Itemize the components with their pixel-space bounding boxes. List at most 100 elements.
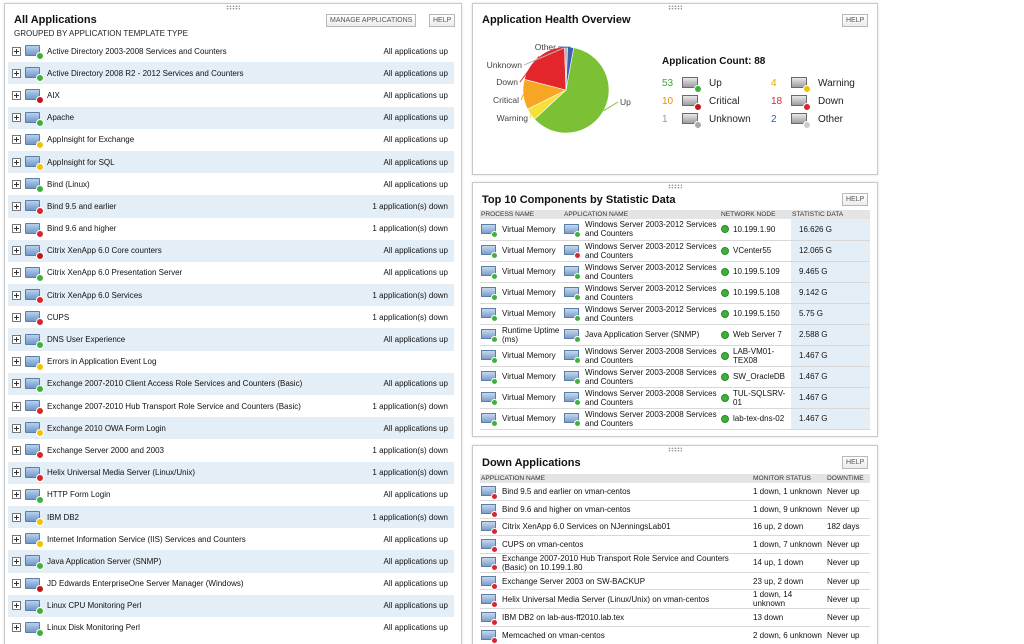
application-name[interactable]: Windows Server 2003-2012 Services and Co… bbox=[585, 220, 717, 239]
expand-icon[interactable] bbox=[12, 290, 21, 300]
application-row[interactable]: Bind 9.6 and higher 1 application(s) down bbox=[8, 218, 454, 240]
application-name[interactable]: Apache bbox=[47, 113, 75, 123]
expand-icon[interactable] bbox=[12, 135, 21, 145]
expand-icon[interactable] bbox=[12, 68, 21, 78]
process-name[interactable]: Virtual Memory bbox=[502, 372, 556, 381]
application-name[interactable]: AIX bbox=[47, 90, 60, 100]
application-name[interactable]: AppInsight for Exchange bbox=[47, 135, 135, 145]
application-name[interactable]: IBM DB2 bbox=[47, 512, 80, 522]
application-row[interactable]: Apache All applications up bbox=[8, 106, 454, 129]
application-row[interactable]: AppInsight for SQL All applications up bbox=[8, 150, 454, 174]
process-name[interactable]: Virtual Memory bbox=[502, 351, 556, 360]
application-row[interactable]: AIX All applications up bbox=[8, 84, 454, 106]
application-name[interactable]: Linux Disk Monitoring Perl bbox=[47, 623, 140, 633]
application-name[interactable]: Active Directory 2008 R2 - 2012 Services… bbox=[47, 68, 244, 78]
process-name[interactable]: Virtual Memory bbox=[502, 224, 556, 234]
application-name[interactable]: Memcached on vman-centos bbox=[502, 630, 605, 640]
process-name[interactable]: Virtual Memory bbox=[502, 246, 556, 255]
process-name[interactable]: Virtual Memory bbox=[502, 393, 556, 402]
application-name[interactable]: Bind (Linux) bbox=[47, 179, 90, 189]
column-header[interactable]: DOWNTIME bbox=[826, 474, 870, 483]
process-name[interactable]: Runtime Uptime (ms) bbox=[502, 325, 560, 344]
expand-icon[interactable] bbox=[12, 179, 21, 189]
process-name[interactable]: Virtual Memory bbox=[502, 414, 556, 423]
help-button[interactable]: HELP bbox=[842, 193, 869, 206]
application-name[interactable]: CUPS bbox=[47, 312, 70, 322]
help-button[interactable]: HELP bbox=[429, 14, 456, 27]
application-name[interactable]: AppInsight for SQL bbox=[47, 157, 115, 167]
process-name[interactable]: Virtual Memory bbox=[502, 288, 556, 297]
application-name[interactable]: Citrix XenApp 6.0 Services bbox=[47, 290, 143, 300]
application-name[interactable]: Exchange Server 2000 and 2003 bbox=[47, 445, 164, 455]
application-name[interactable]: JD Edwards EnterpriseOne Server Manager … bbox=[47, 579, 244, 589]
application-name[interactable]: HTTP Form Login bbox=[47, 490, 111, 500]
expand-icon[interactable] bbox=[12, 246, 21, 256]
network-node[interactable]: Web Server 7 bbox=[733, 330, 782, 339]
network-node[interactable]: VCenter55 bbox=[733, 246, 772, 255]
application-name[interactable]: Exchange 2007-2010 Hub Transport Role Se… bbox=[47, 401, 301, 411]
application-row[interactable]: Errors in Application Event Log bbox=[8, 351, 454, 373]
legend-item-oth[interactable]: 2 Other bbox=[771, 113, 843, 129]
expand-icon[interactable] bbox=[12, 601, 21, 611]
application-row[interactable]: HTTP Form Login All applications up bbox=[8, 484, 454, 506]
column-header[interactable]: APPLICATION NAME bbox=[480, 474, 752, 483]
application-name[interactable]: Citrix XenApp 6.0 Core counters bbox=[47, 246, 162, 256]
legend-item-warn[interactable]: 4 Warning bbox=[771, 77, 855, 93]
application-row[interactable]: Citrix XenApp 6.0 Services 1 application(… bbox=[8, 284, 454, 307]
application-name[interactable]: Windows Server 2003-2012 Services and Co… bbox=[585, 241, 717, 260]
application-name[interactable]: Windows Server 2003-2012 Services and Co… bbox=[585, 283, 717, 302]
column-header[interactable]: NETWORK NODE bbox=[720, 210, 791, 219]
application-name[interactable]: Citrix XenApp 6.0 Services on NJenningsL… bbox=[502, 522, 671, 532]
legend-item-up[interactable]: 53 Up bbox=[662, 77, 722, 93]
column-header[interactable]: PROCESS NAME bbox=[480, 210, 563, 219]
application-name[interactable]: Windows Server 2003-2008 Services and Co… bbox=[585, 367, 717, 386]
application-name[interactable]: IBM DB2 on lab-aus-ff2010.lab.tex bbox=[502, 613, 625, 623]
application-row[interactable]: Exchange 2007-2010 Hub Transport Role Se… bbox=[8, 395, 454, 417]
pie-slice-up[interactable] bbox=[534, 47, 610, 134]
application-row[interactable]: Exchange 2010 OWA Form Login All applicat… bbox=[8, 417, 454, 440]
process-name[interactable]: Virtual Memory bbox=[502, 267, 556, 276]
application-row[interactable]: Linux Disk Monitoring Perl All applicatio… bbox=[8, 617, 454, 639]
application-row[interactable]: JD Edwards EnterpriseOne Server Manager … bbox=[8, 573, 454, 595]
application-name[interactable]: Active Directory 2003-2008 Services and … bbox=[47, 46, 227, 56]
legend-item-down[interactable]: 18 Down bbox=[771, 95, 844, 111]
network-node[interactable]: lab-tex-dns-02 bbox=[733, 414, 785, 423]
application-name[interactable]: Citrix XenApp 6.0 Presentation Server bbox=[47, 268, 183, 278]
expand-icon[interactable] bbox=[12, 556, 21, 566]
help-button[interactable]: HELP bbox=[842, 14, 869, 27]
expand-icon[interactable] bbox=[12, 357, 21, 367]
network-node[interactable]: 10.199.1.90 bbox=[733, 224, 776, 234]
application-row[interactable]: IBM DB2 1 application(s) down bbox=[8, 505, 454, 529]
application-row[interactable]: CUPS 1 application(s) down bbox=[8, 306, 454, 328]
application-name[interactable]: Bind 9.5 and earlier on vman-centos bbox=[502, 487, 631, 497]
application-row[interactable]: Java Application Server (SNMP) All applic… bbox=[8, 550, 454, 573]
application-name[interactable]: Windows Server 2003-2012 Services and Co… bbox=[585, 262, 717, 281]
application-name[interactable]: Exchange Server 2003 on SW-BACKUP bbox=[502, 576, 646, 586]
application-row[interactable]: Bind (Linux) All applications up bbox=[8, 173, 454, 195]
application-row[interactable]: Helix Universal Media Server (Linux/Unix… bbox=[8, 461, 454, 484]
expand-icon[interactable] bbox=[12, 335, 21, 345]
legend-item-unk[interactable]: 1 Unknown bbox=[662, 113, 751, 129]
application-row[interactable]: Citrix XenApp 6.0 Core counters All appli… bbox=[8, 239, 454, 262]
process-name[interactable]: Virtual Memory bbox=[502, 309, 556, 318]
network-node[interactable]: 10.199.5.108 bbox=[733, 288, 780, 297]
network-node[interactable]: 10.199.5.150 bbox=[733, 309, 780, 318]
application-name[interactable]: Internet Information Service (IIS) Servi… bbox=[47, 534, 246, 544]
application-name[interactable]: Windows Server 2003-2012 Services and Co… bbox=[585, 304, 717, 323]
expand-icon[interactable] bbox=[12, 490, 21, 500]
network-node[interactable]: TUL-SQLSRV-01 bbox=[733, 388, 786, 407]
expand-icon[interactable] bbox=[12, 113, 21, 123]
expand-icon[interactable] bbox=[12, 401, 21, 411]
application-name[interactable]: Java Application Server (SNMP) bbox=[47, 556, 162, 566]
application-row[interactable]: AppInsight for Exchange All applications … bbox=[8, 129, 454, 151]
network-node[interactable]: SW_OracleDB bbox=[733, 372, 786, 381]
manage-applications-button[interactable]: MANAGE APPLICATIONS bbox=[326, 14, 417, 27]
network-node[interactable]: LAB-VM01-TEX08 bbox=[733, 346, 775, 365]
expand-icon[interactable] bbox=[12, 90, 21, 100]
application-row[interactable]: DNS User Experience All applications up bbox=[8, 328, 454, 351]
application-name[interactable]: Linux CPU Monitoring Perl bbox=[47, 601, 142, 611]
column-header[interactable]: APPLICATION NAME bbox=[563, 210, 720, 219]
expand-icon[interactable] bbox=[12, 512, 21, 522]
application-name[interactable]: Bind 9.6 and higher on vman-centos bbox=[502, 504, 631, 514]
application-name[interactable]: Exchange 2007-2010 Hub Transport Role Se… bbox=[502, 553, 729, 572]
